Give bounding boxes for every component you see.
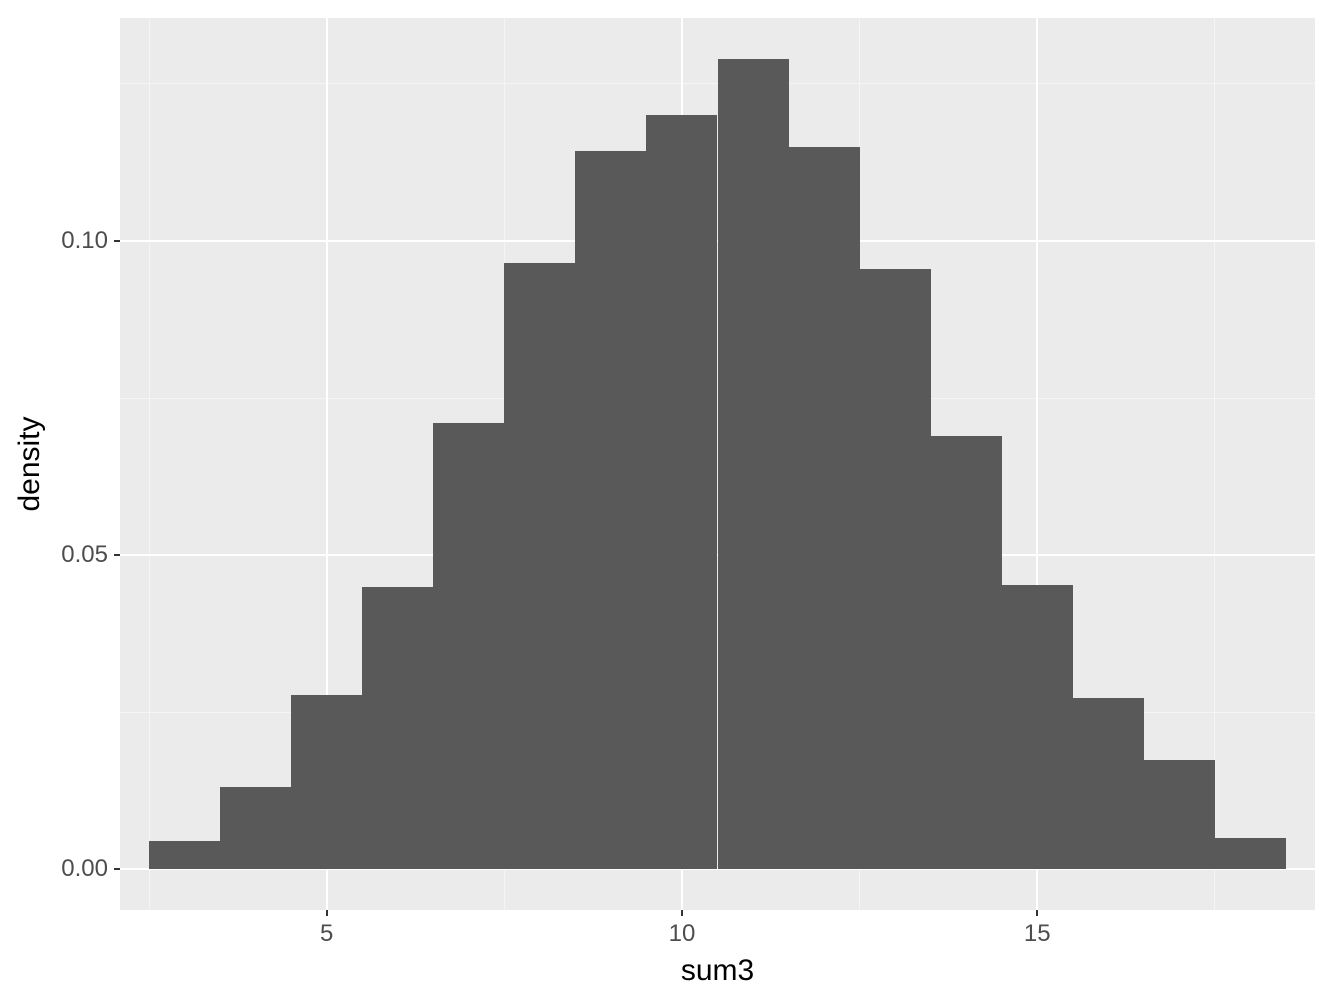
histogram-bar [362, 587, 433, 870]
y-axis-tick-label: 0.00 [61, 855, 108, 883]
histogram-bar [291, 695, 362, 869]
y-axis-tick [114, 554, 120, 556]
histogram-bar [504, 263, 575, 869]
y-axis-tick-label: 0.05 [61, 541, 108, 569]
histogram-bar [1144, 760, 1215, 870]
x-axis-tick [1036, 910, 1038, 916]
x-axis-tick-label: 5 [320, 920, 333, 948]
histogram-bar [931, 436, 1002, 870]
x-axis-tick-label: 10 [669, 920, 696, 948]
histogram-bar [220, 787, 291, 870]
y-axis-title: density [13, 416, 47, 511]
x-axis-tick [326, 910, 328, 916]
histogram-bar [860, 269, 931, 869]
y-axis-tick-label: 0.10 [61, 227, 108, 255]
x-axis-tick-label: 15 [1024, 920, 1051, 948]
histogram-bar [149, 841, 220, 869]
x-axis-tick [681, 910, 683, 916]
histogram-bar [646, 115, 717, 869]
grid-minor-v [149, 18, 150, 910]
plot-panel [120, 18, 1315, 910]
x-axis-title: sum3 [681, 954, 754, 988]
histogram-bar [718, 59, 789, 870]
histogram-chart: density sum3 0.00 0.05 0.10 5 10 15 [0, 0, 1344, 1008]
histogram-bar [1002, 585, 1073, 869]
y-axis-tick [114, 240, 120, 242]
histogram-bar [575, 151, 646, 869]
histogram-bar [789, 147, 860, 870]
y-axis-tick [114, 868, 120, 870]
histogram-bar [1073, 698, 1144, 870]
histogram-bar [433, 423, 504, 869]
histogram-bar [1215, 838, 1286, 869]
